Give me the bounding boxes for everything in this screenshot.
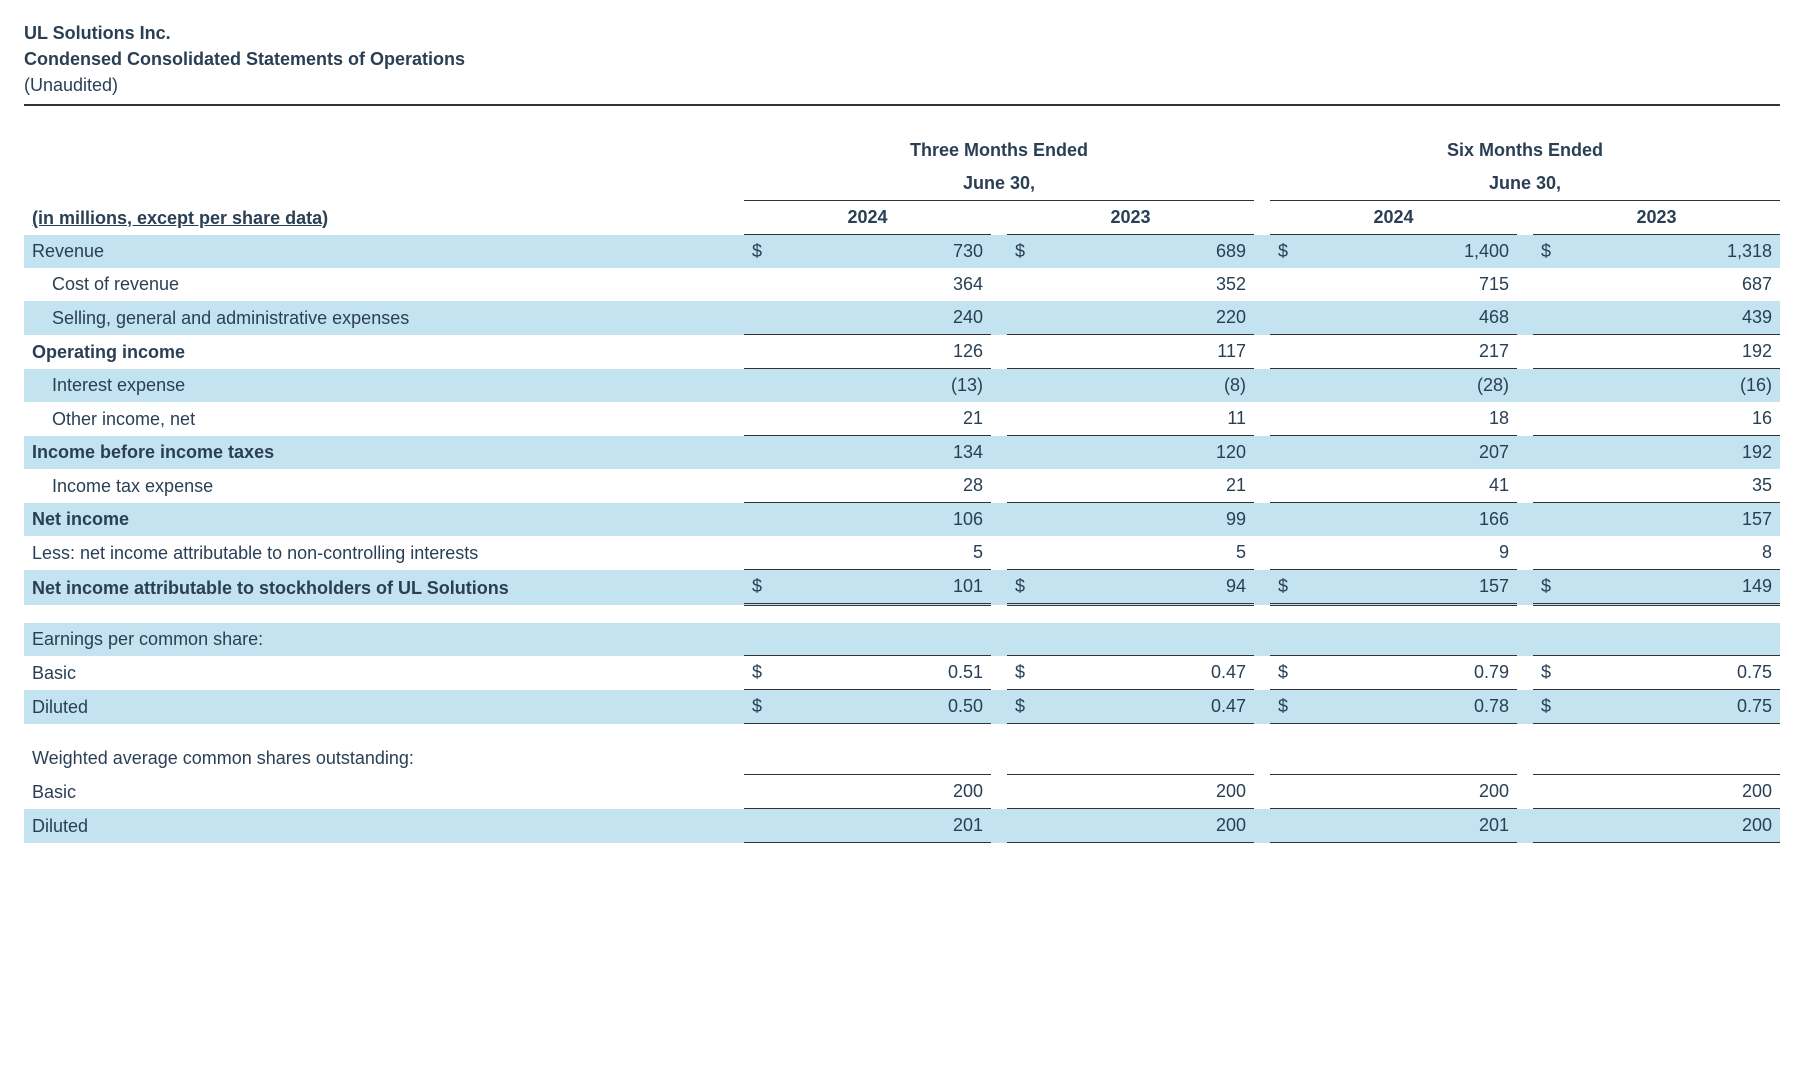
period-group-2-line1: Six Months Ended	[1270, 134, 1780, 167]
col-year-2: 2023	[1007, 201, 1254, 235]
label-eps-diluted: Diluted	[24, 690, 744, 724]
label-nci: Less: net income attributable to non-con…	[24, 536, 744, 570]
row-eps-diluted: Diluted $0.50 $0.47 $0.78 $0.75	[24, 690, 1780, 724]
row-eps-header: Earnings per common share:	[24, 623, 1780, 656]
row-pretax-income: Income before income taxes 134 120 207 1…	[24, 436, 1780, 470]
col-year-4: 2023	[1533, 201, 1780, 235]
year-header-row: (in millions, except per share data) 202…	[24, 201, 1780, 235]
label-cost-of-revenue: Cost of revenue	[24, 268, 744, 301]
label-eps-basic: Basic	[24, 656, 744, 690]
col-year-1: 2024	[744, 201, 991, 235]
row-revenue: Revenue $730 $689 $1,400 $1,318	[24, 235, 1780, 269]
label-shares-basic: Basic	[24, 775, 744, 809]
row-net-income: Net income 106 99 166 157	[24, 503, 1780, 537]
row-operating-income: Operating income 126 117 217 192	[24, 335, 1780, 369]
header-rule	[24, 104, 1780, 106]
row-shares-basic: Basic 200 200 200 200	[24, 775, 1780, 809]
label-eps-header: Earnings per common share:	[24, 623, 744, 656]
statement-subtitle: (Unaudited)	[24, 72, 1780, 98]
row-shares-diluted: Diluted 201 200 201 200	[24, 809, 1780, 843]
row-other-income: Other income, net 21 11 18 16	[24, 402, 1780, 436]
period-header-row-1: Three Months Ended Six Months Ended	[24, 134, 1780, 167]
label-other-income: Other income, net	[24, 402, 744, 436]
row-nci: Less: net income attributable to non-con…	[24, 536, 1780, 570]
row-eps-basic: Basic $0.51 $0.47 $0.79 $0.75	[24, 656, 1780, 690]
financial-table: Three Months Ended Six Months Ended June…	[24, 134, 1780, 843]
row-net-to-stockholders: Net income attributable to stockholders …	[24, 570, 1780, 605]
row-sga: Selling, general and administrative expe…	[24, 301, 1780, 335]
statement-title: Condensed Consolidated Statements of Ope…	[24, 46, 1780, 72]
company-name: UL Solutions Inc.	[24, 20, 1780, 46]
label-interest-expense: Interest expense	[24, 369, 744, 403]
period-group-2-line2: June 30,	[1270, 167, 1780, 201]
row-interest-expense: Interest expense (13) (8) (28) (16)	[24, 369, 1780, 403]
period-header-row-2: June 30, June 30,	[24, 167, 1780, 201]
row-income-tax: Income tax expense 28 21 41 35	[24, 469, 1780, 503]
label-operating-income: Operating income	[24, 335, 744, 369]
label-revenue: Revenue	[24, 235, 744, 269]
label-income-tax: Income tax expense	[24, 469, 744, 503]
period-group-1-line2: June 30,	[744, 167, 1254, 201]
label-net-to-stockholders: Net income attributable to stockholders …	[24, 570, 744, 605]
label-sga: Selling, general and administrative expe…	[24, 301, 744, 335]
label-shares-diluted: Diluted	[24, 809, 744, 843]
label-pretax-income: Income before income taxes	[24, 436, 744, 470]
col-year-3: 2024	[1270, 201, 1517, 235]
statement-header: UL Solutions Inc. Condensed Consolidated…	[24, 20, 1780, 106]
units-label: (in millions, except per share data)	[24, 201, 744, 235]
label-net-income: Net income	[24, 503, 744, 537]
period-group-1-line1: Three Months Ended	[744, 134, 1254, 167]
row-cost-of-revenue: Cost of revenue 364 352 715 687	[24, 268, 1780, 301]
row-shares-header: Weighted average common shares outstandi…	[24, 742, 1780, 775]
label-shares-header: Weighted average common shares outstandi…	[24, 742, 744, 775]
